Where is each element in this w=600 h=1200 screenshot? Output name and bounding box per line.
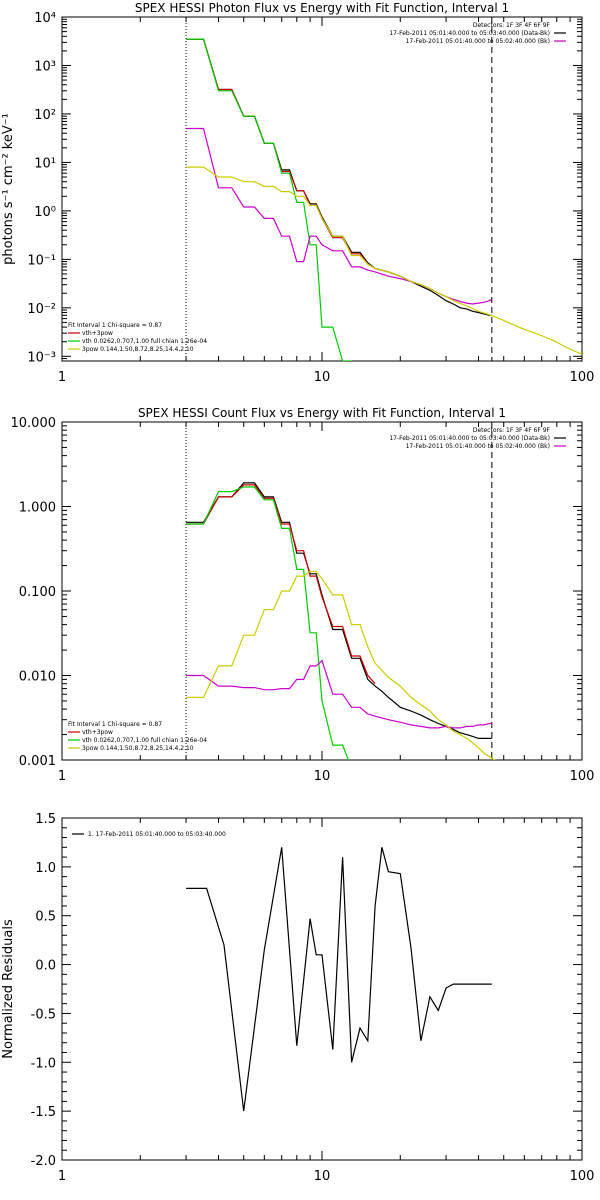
series-group	[186, 38, 582, 361]
panel-3: 1 10 100 -2.0 -1.5 -1.0 -0.5 0.0 0.5 1.0 1.5 Normal…	[1, 812, 594, 1184]
series-line-1	[186, 847, 492, 1112]
y-tick-label: -0.5	[31, 1007, 56, 1022]
x-tick-label: 1	[58, 370, 66, 385]
series-line-5	[186, 166, 582, 355]
y-tick-label: 10.000	[11, 416, 57, 431]
x-tick-label: 10	[314, 769, 331, 784]
legend-text: 17-Feb-2011 05:01:40.000 to 05:03:40.000…	[389, 435, 550, 442]
fit-legend-text: Fit Interval 1 Chi-square = 0.87	[68, 721, 162, 728]
x-tick-label: 100	[570, 769, 595, 784]
legend-text: Detectors: 1F 3F 4F 6F 9F	[473, 427, 551, 434]
y-tick-label: 10³	[34, 59, 56, 74]
fit-legend-text: vth 0.0262,0.707,1.00 full chian 1.26e-0…	[82, 737, 207, 744]
legend-text: 17-Feb-2011 05:01:40.000 to 05:02:40.000…	[406, 38, 550, 45]
series-line-4	[186, 127, 493, 305]
y-axis-label: Normalized Residuals	[1, 919, 16, 1059]
fit-legend-text: Fit Interval 1 Chi-square = 0.87	[68, 322, 162, 329]
y-tick-label: 0.010	[19, 670, 56, 685]
fit-legend-text: 3pow 0.144,1.50,8.72,8.25,14.4,2.10	[82, 346, 194, 353]
y-tick-label: 1.5	[35, 812, 56, 827]
series-line-1	[186, 482, 492, 740]
fit-legend-text: vth+3pow	[82, 330, 113, 337]
y-tick-label: 10⁻²	[27, 302, 56, 317]
fit-legend-text: 3pow 0.144,1.50,8.72,8.25,14.4,2.10	[82, 745, 194, 752]
y-tick-label: 10²	[34, 108, 56, 123]
y-tick-label: 0.001	[19, 754, 56, 769]
x-tick-label: 10	[314, 1169, 331, 1184]
panel-1: 1 10 100 10⁻³ 10⁻² 10⁻¹ 10⁰ 10¹ 10² 10³ 10⁴ SPEX HE…	[1, 1, 594, 385]
chart-title: SPEX HESSI Count Flux vs Energy with Fit…	[138, 406, 506, 420]
series-line-4	[186, 659, 492, 729]
chart-title: SPEX HESSI Photon Flux vs Energy with Fi…	[135, 1, 509, 15]
series-line-5	[186, 570, 496, 760]
x-tick-label: 100	[570, 1169, 595, 1184]
legend-text: 1. 17-Feb-2011 05:01:40.000 to 05:03:40.…	[88, 831, 226, 838]
y-tick-label: 1.000	[19, 501, 56, 516]
y-tick-label: 10⁴	[34, 11, 56, 26]
y-tick-label: 10⁰	[34, 205, 56, 220]
legend-text: 17-Feb-2011 05:01:40.000 to 05:02:40.000…	[406, 443, 550, 450]
x-tick-label: 10	[314, 370, 331, 385]
y-tick-label: -1.5	[31, 1105, 56, 1120]
y-tick-label: 0.5	[35, 910, 56, 925]
series-group	[186, 847, 492, 1112]
y-tick-label: 10⁻³	[27, 350, 56, 365]
panel-2: 1 10 100 0.001 0.010 0.100 1.000 10.000 SPEX HES…	[11, 406, 595, 784]
series-line-3	[186, 486, 350, 760]
series-group	[186, 482, 496, 760]
plot-frame	[61, 817, 583, 1161]
y-tick-label: 10⁻¹	[27, 253, 56, 268]
fit-legend-text: vth+3pow	[82, 729, 113, 736]
plot-frame	[61, 16, 583, 362]
y-tick-label: 1.0	[35, 861, 56, 876]
legend-text: Detectors: 1F 3F 4F 6F 9F	[473, 22, 551, 29]
y-tick-label: 0.0	[35, 959, 56, 974]
x-tick-label: 100	[570, 370, 595, 385]
plot-frame	[61, 421, 583, 761]
fit-legend-text: vth 0.0262,0.707,1.00 full chian 1.26e-0…	[82, 338, 207, 345]
y-axis-label: photons s⁻¹ cm⁻² keV⁻¹	[1, 113, 16, 265]
x-tick-label: 1	[58, 769, 66, 784]
series-line-2	[186, 38, 401, 277]
y-tick-label: -1.0	[31, 1056, 56, 1071]
x-tick-label: 1	[58, 1169, 66, 1184]
y-tick-label: 10¹	[34, 156, 56, 171]
series-line-2	[186, 484, 376, 685]
y-tick-label: -2.0	[31, 1154, 56, 1169]
y-tick-label: 0.100	[19, 585, 56, 600]
series-line-3	[186, 38, 352, 361]
legend-text: 17-Feb-2011 05:01:40.000 to 05:03:40.000…	[389, 30, 550, 37]
